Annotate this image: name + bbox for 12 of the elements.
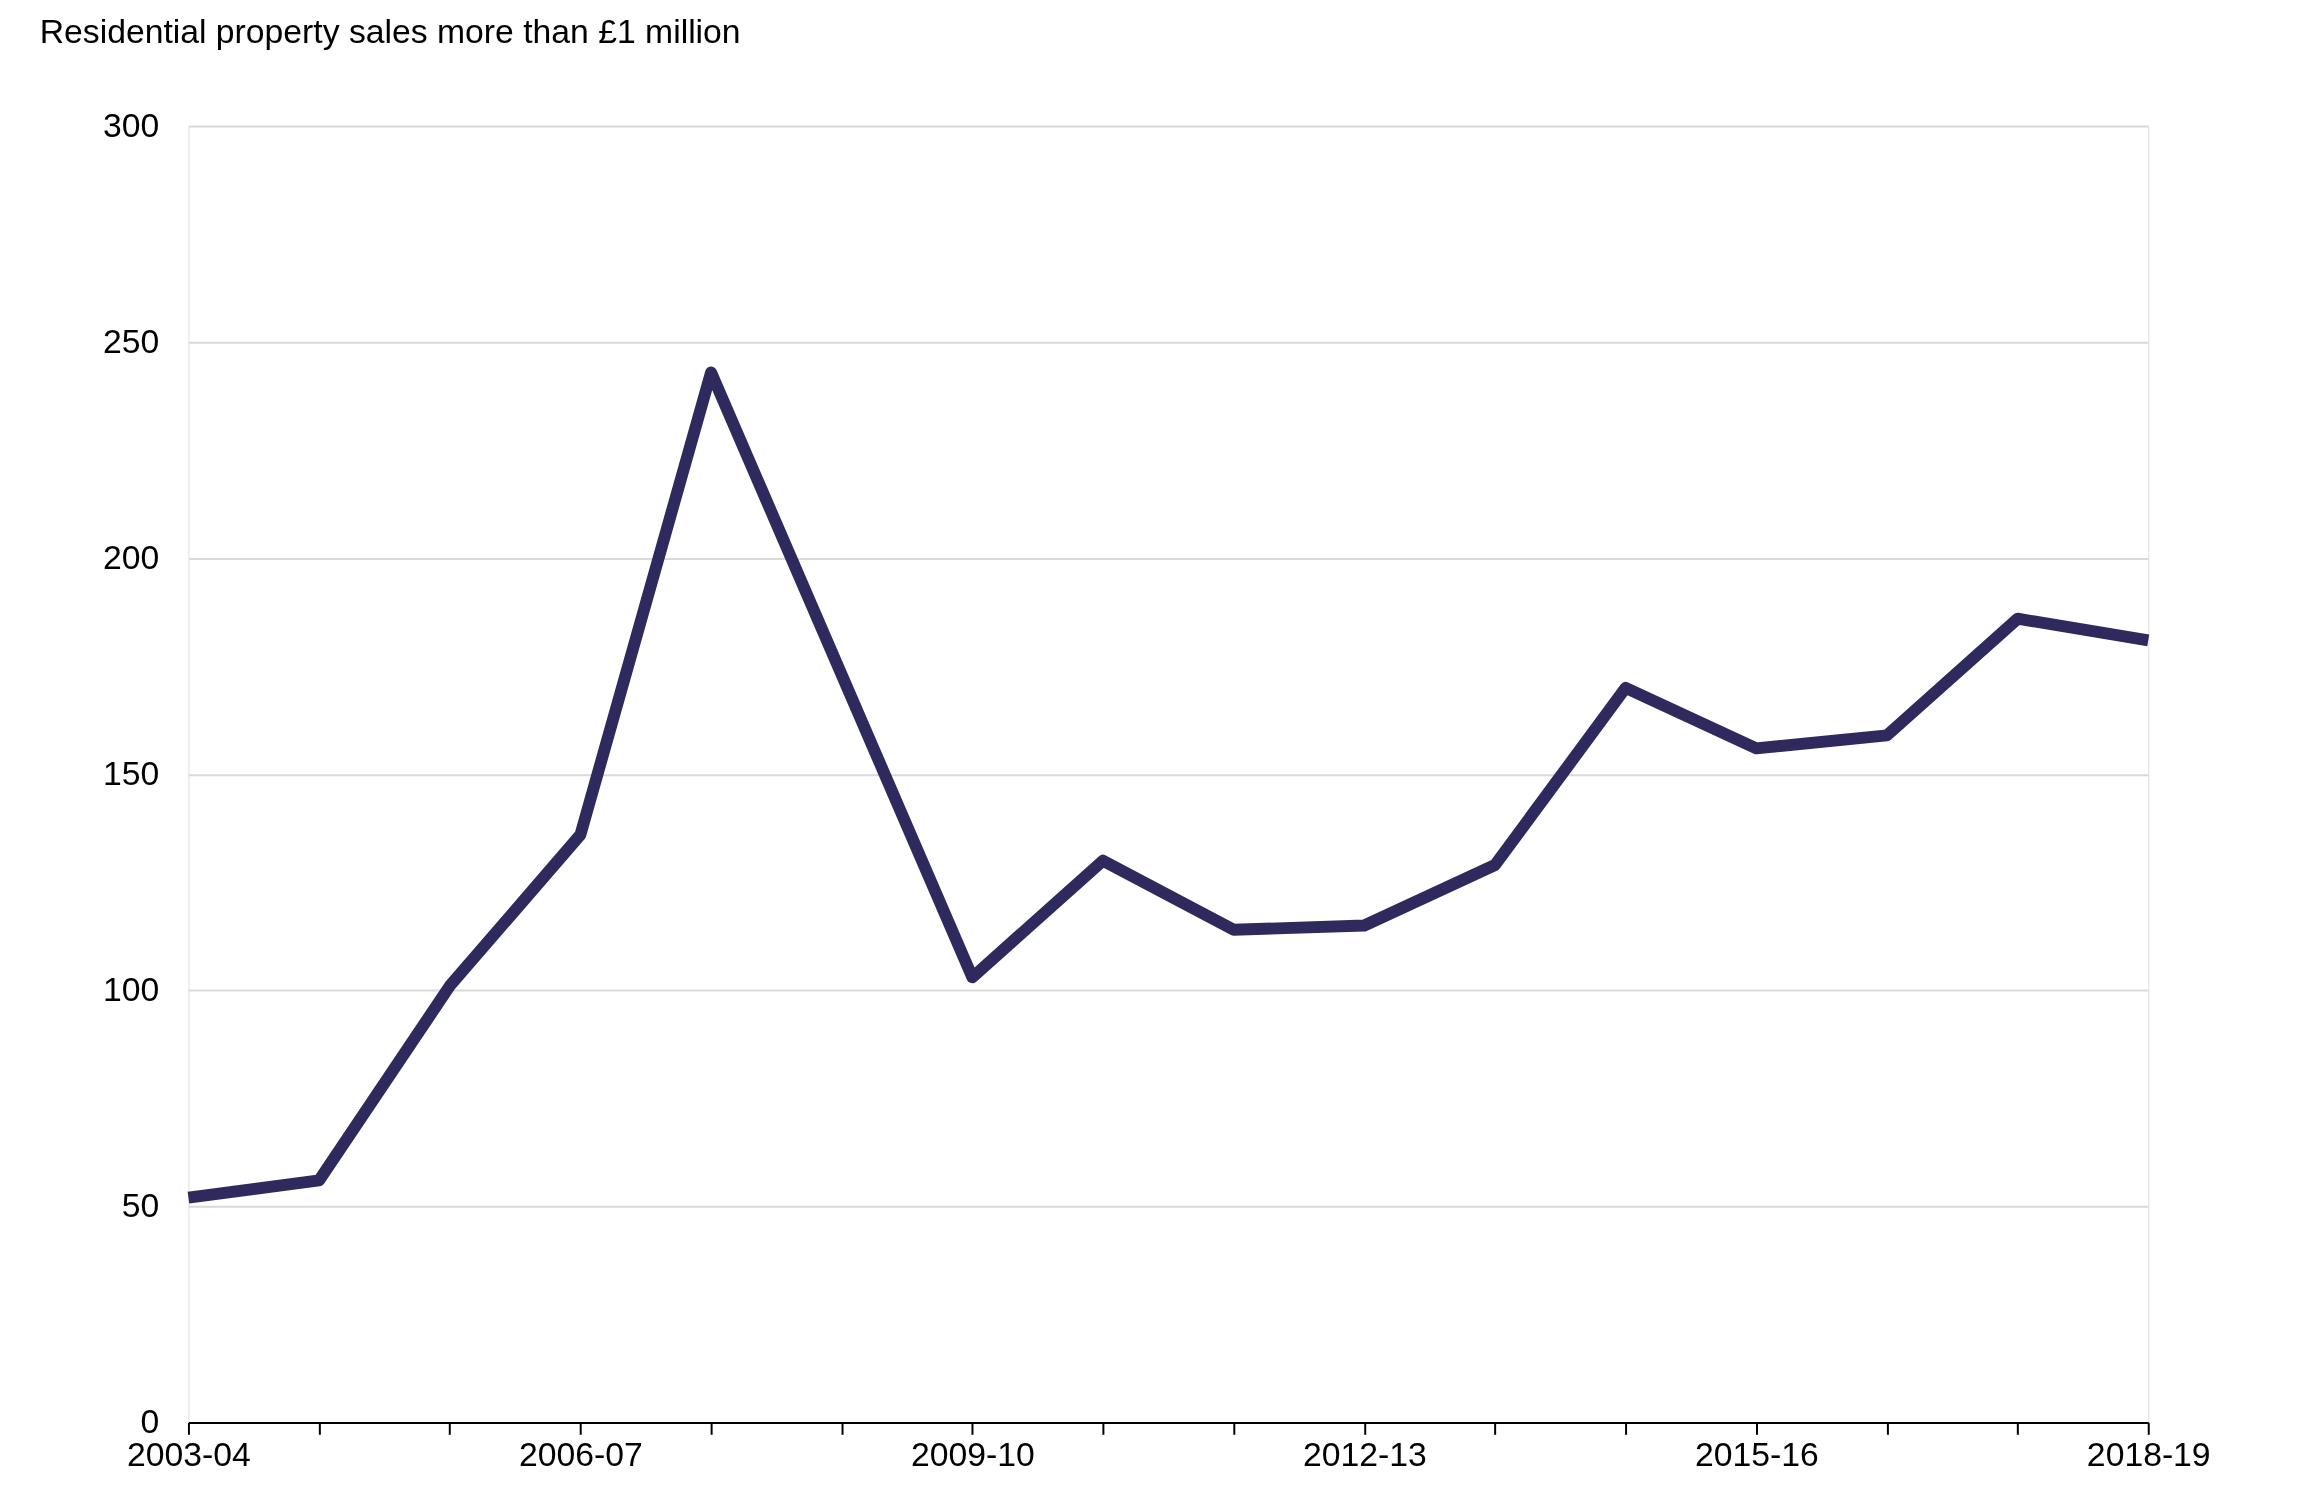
- x-tick-label: 2009-10: [910, 1434, 1035, 1473]
- x-tick-label: 2006-07: [519, 1434, 643, 1473]
- x-tick-label: 2018-19: [2086, 1434, 2211, 1473]
- y-tick-label: 150: [102, 753, 160, 792]
- x-tick-label: 2012-13: [1302, 1434, 1427, 1473]
- chart-title: Residential property sales more than £1 million: [39, 11, 741, 50]
- y-tick-label: 300: [102, 105, 160, 144]
- y-tick-label: 200: [102, 537, 160, 576]
- x-tick-label: 2015-16: [1694, 1434, 1819, 1473]
- y-tick-label: 250: [102, 321, 160, 360]
- y-tick-label: 100: [102, 969, 160, 1008]
- y-tick-label: 50: [121, 1185, 160, 1224]
